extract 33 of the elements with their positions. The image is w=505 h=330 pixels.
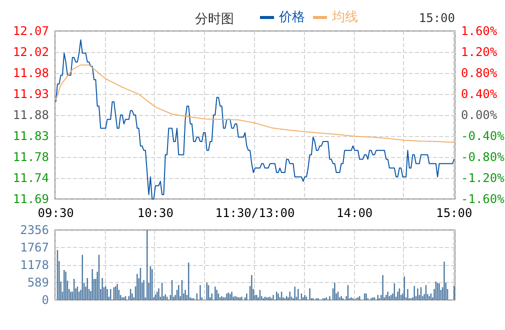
y-tick-label: 11.78 (12, 150, 49, 164)
x-tick-label: 15:00 (436, 206, 472, 220)
chart-title: 分时图 (195, 12, 234, 27)
y-tick-label: 12.02 (12, 45, 49, 59)
y2-tick-label: 1.20% (461, 45, 498, 59)
y2-tick-label: 0.80% (461, 66, 498, 80)
y-tick-label: 1178 (20, 258, 49, 272)
y2-tick-label: -1.60% (461, 192, 505, 206)
line-series (55, 64, 455, 143)
y-tick-label: 0 (42, 293, 49, 307)
x-tick-label: 09:30 (38, 206, 74, 220)
legend-label: 均线 (331, 10, 358, 25)
legend-label: 价格 (278, 10, 305, 25)
x-tick-label: 14:00 (336, 206, 373, 220)
y2-tick-label: -0.80% (461, 150, 505, 164)
y-tick-label: 11.83 (12, 129, 49, 143)
y2-tick-label: -1.20% (461, 171, 505, 185)
y-tick-label: 589 (27, 276, 49, 290)
x-tick-label: 11:30/13:00 (215, 206, 295, 220)
text: 15:00 (418, 11, 455, 25)
y-tick-label: 11.74 (12, 171, 49, 185)
y-tick-label: 11.93 (12, 87, 49, 101)
y-tick-label: 1767 (20, 240, 49, 254)
y-tick-label: 11.88 (12, 108, 49, 122)
x-tick-label: 10:30 (137, 206, 174, 220)
y2-tick-label: -0.40% (461, 129, 505, 143)
y2-tick-label: 1.60% (461, 24, 498, 38)
y2-tick-label: 0.40% (461, 87, 498, 101)
y-tick-label: 11.98 (12, 66, 49, 80)
y-tick-label: 2356 (20, 223, 49, 237)
y2-tick-label: 0.00% (461, 108, 498, 122)
y-tick-label: 12.07 (12, 24, 49, 38)
y-tick-label: 11.69 (12, 192, 49, 206)
